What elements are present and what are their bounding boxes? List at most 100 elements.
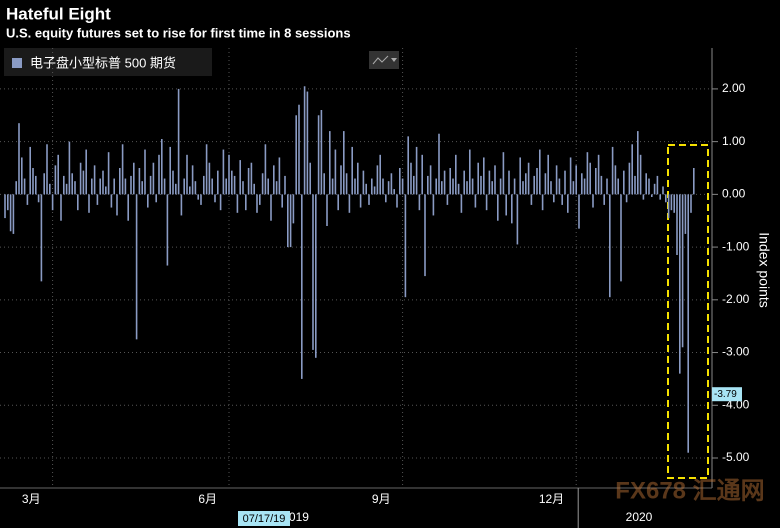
bar: [413, 175, 415, 195]
bar: [236, 194, 239, 213]
bar: [373, 186, 376, 195]
bar: [267, 178, 269, 195]
bar: [77, 194, 79, 211]
bar: [191, 165, 194, 195]
bar: [200, 194, 202, 205]
bar: [648, 178, 650, 195]
bar: [60, 194, 62, 221]
bar: [443, 170, 446, 195]
bar: [247, 168, 250, 195]
x-tick-label: 9月: [372, 492, 391, 506]
bar: [483, 157, 485, 195]
bar: [7, 194, 9, 211]
bar: [301, 194, 303, 379]
bar: [679, 194, 681, 374]
bar: [102, 170, 104, 195]
bar: [323, 173, 325, 195]
bar: [12, 194, 15, 234]
bar: [513, 178, 516, 195]
bar: [337, 194, 339, 211]
bar: [116, 194, 118, 216]
bar: [96, 194, 99, 205]
bar: [569, 157, 572, 195]
last-value-box: [712, 387, 742, 402]
bar: [681, 194, 684, 348]
bar: [387, 181, 390, 195]
bar: [460, 194, 463, 213]
bar: [511, 194, 513, 224]
y-tick-label: -3.00: [722, 345, 750, 359]
bar: [205, 144, 208, 195]
bar: [421, 154, 423, 195]
chart-title: Hateful Eight: [6, 4, 111, 23]
bar: [253, 183, 255, 195]
bar: [659, 194, 661, 200]
bar: [295, 115, 297, 195]
bar: [597, 154, 600, 195]
bar: [317, 115, 320, 195]
bar: [424, 194, 426, 277]
bar: [250, 162, 253, 195]
bar: [539, 149, 541, 195]
bar: [620, 194, 622, 282]
bar: [446, 194, 449, 205]
bar: [278, 157, 281, 195]
bar: [273, 165, 275, 195]
bar: [567, 194, 569, 213]
bar: [135, 194, 138, 340]
bar: [642, 194, 645, 200]
bar: [245, 194, 247, 211]
bar: [57, 154, 59, 195]
bar: [43, 173, 45, 195]
bar: [491, 181, 493, 195]
bar: [693, 168, 695, 195]
bar: [382, 178, 384, 195]
bar: [368, 194, 370, 205]
bar: [625, 194, 628, 203]
bar: [15, 181, 17, 195]
bar: [418, 194, 421, 211]
bar: [544, 173, 547, 195]
bar: [441, 181, 443, 195]
bar: [113, 178, 115, 195]
bar: [219, 194, 222, 211]
bar: [21, 157, 23, 195]
bar: [261, 173, 264, 195]
bar: [662, 186, 664, 195]
bar: [18, 123, 20, 195]
bar: [536, 168, 538, 195]
bar: [158, 154, 160, 195]
bar: [270, 194, 272, 221]
bar: [519, 157, 521, 195]
dropdown-arrow: [391, 58, 397, 62]
bar: [530, 194, 533, 205]
bar: [564, 170, 566, 195]
bar: [124, 178, 127, 195]
bar: [82, 170, 85, 195]
bar: [533, 175, 535, 195]
bar: [550, 181, 552, 195]
bar: [222, 149, 225, 195]
legend-swatch: [12, 58, 22, 68]
bar: [340, 165, 342, 195]
bar: [284, 175, 286, 195]
bar: [275, 181, 278, 195]
bar: [452, 178, 454, 195]
bar: [376, 165, 379, 195]
bar: [581, 173, 583, 195]
bar: [329, 131, 331, 195]
bar: [415, 146, 418, 195]
bar: [306, 91, 309, 195]
bar: [634, 175, 636, 195]
bar: [4, 194, 6, 219]
bar: [362, 170, 365, 195]
bar: [9, 194, 12, 232]
bar: [121, 144, 124, 195]
bar: [161, 139, 163, 195]
bar: [390, 173, 393, 195]
bar: [399, 168, 401, 195]
bar: [466, 181, 468, 195]
bar: [326, 194, 328, 226]
